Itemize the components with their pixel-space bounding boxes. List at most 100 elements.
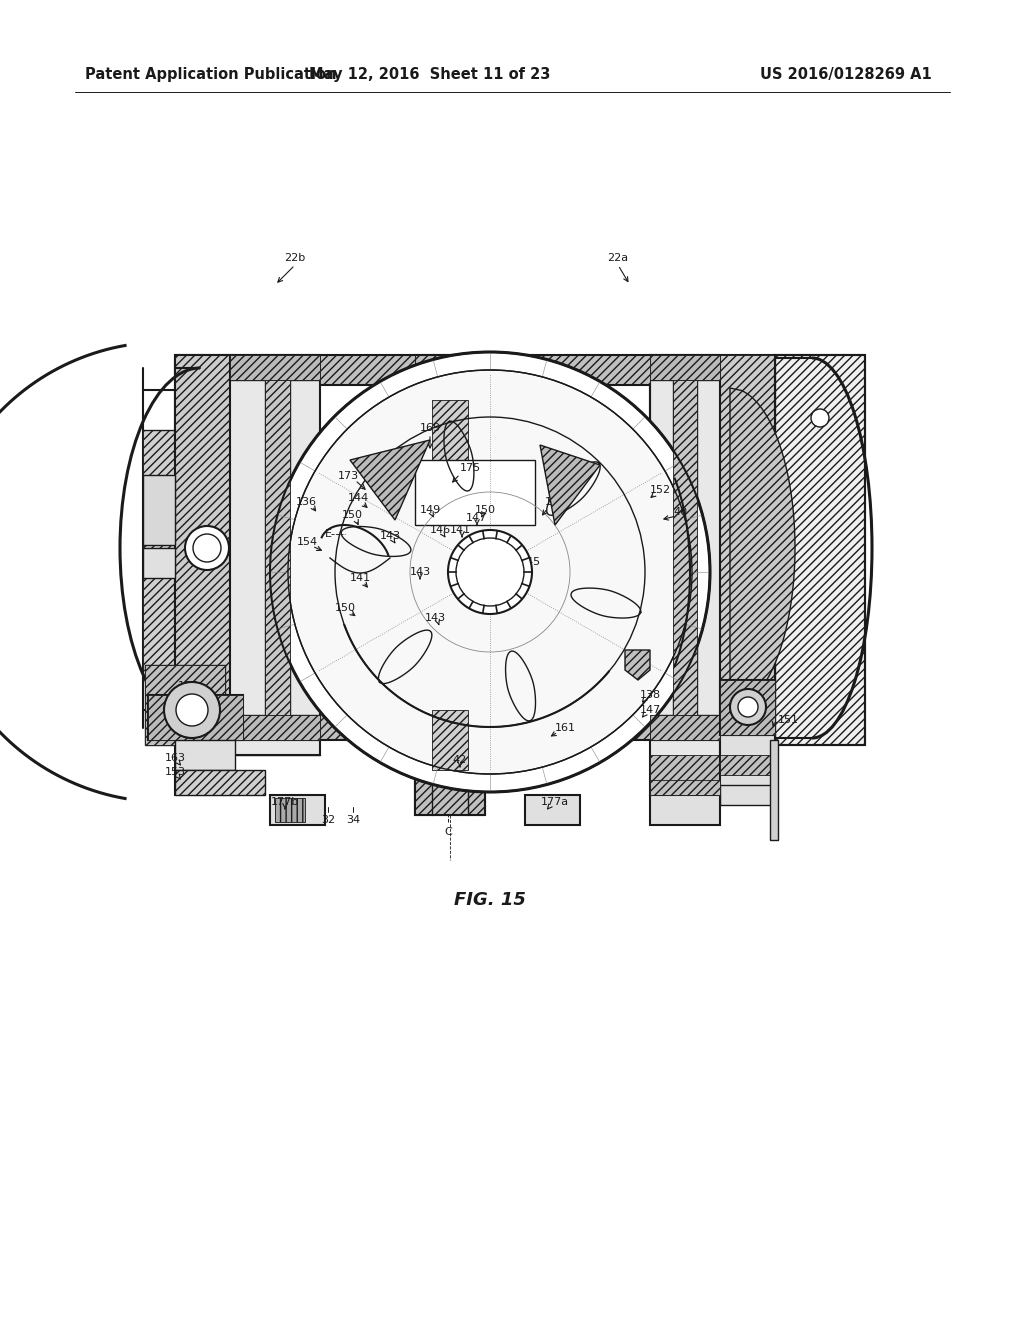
- Bar: [175, 770, 265, 795]
- Bar: [720, 785, 775, 805]
- Text: 173: 173: [548, 473, 568, 483]
- Bar: [175, 355, 319, 741]
- Text: 147: 147: [639, 705, 660, 715]
- Text: 143: 143: [410, 568, 430, 577]
- Text: 141: 141: [450, 525, 471, 535]
- Text: FIG. 15: FIG. 15: [454, 891, 526, 909]
- Bar: [673, 380, 697, 715]
- Bar: [415, 459, 535, 525]
- Bar: [230, 355, 319, 380]
- Text: 161: 161: [555, 723, 575, 733]
- Bar: [230, 715, 319, 741]
- Bar: [650, 780, 720, 795]
- Text: 150: 150: [474, 506, 496, 515]
- Text: May 12, 2016  Sheet 11 of 23: May 12, 2016 Sheet 11 of 23: [309, 66, 551, 82]
- Text: 147: 147: [465, 513, 486, 523]
- Circle shape: [164, 682, 220, 738]
- Text: 153: 153: [165, 767, 185, 777]
- Text: 150: 150: [341, 510, 362, 520]
- Bar: [720, 680, 775, 735]
- Text: 42: 42: [453, 755, 467, 766]
- Bar: [775, 355, 865, 744]
- Bar: [720, 755, 775, 775]
- Circle shape: [738, 697, 758, 717]
- Bar: [175, 741, 234, 770]
- Bar: [770, 741, 778, 840]
- Polygon shape: [175, 710, 319, 795]
- Bar: [415, 355, 485, 459]
- Text: 22b: 22b: [285, 253, 305, 263]
- Circle shape: [456, 539, 524, 606]
- Circle shape: [193, 535, 221, 562]
- Text: 22a: 22a: [607, 253, 629, 263]
- Bar: [650, 355, 775, 741]
- Text: 175: 175: [460, 463, 480, 473]
- Polygon shape: [350, 440, 430, 520]
- Polygon shape: [730, 388, 795, 708]
- Circle shape: [288, 370, 692, 774]
- Text: 152: 152: [649, 484, 671, 495]
- Bar: [650, 755, 720, 795]
- Bar: [720, 355, 775, 741]
- Polygon shape: [625, 649, 650, 680]
- Text: 149: 149: [420, 506, 440, 515]
- Text: C: C: [444, 828, 452, 837]
- Text: 150: 150: [335, 603, 355, 612]
- Bar: [275, 799, 305, 822]
- Text: 144: 144: [347, 492, 369, 503]
- Text: 34: 34: [346, 814, 360, 825]
- Bar: [432, 400, 468, 459]
- Bar: [270, 795, 325, 825]
- Bar: [148, 696, 243, 741]
- Polygon shape: [650, 710, 720, 795]
- Text: 148: 148: [545, 498, 565, 507]
- Text: 154: 154: [296, 537, 317, 546]
- Bar: [720, 735, 775, 795]
- Circle shape: [449, 531, 532, 614]
- Text: 138: 138: [639, 690, 660, 700]
- Bar: [432, 710, 468, 770]
- Text: 40: 40: [673, 507, 687, 517]
- Text: 177b: 177b: [271, 797, 299, 807]
- Bar: [415, 710, 485, 814]
- Bar: [650, 715, 720, 741]
- Bar: [175, 755, 230, 795]
- Text: 138: 138: [177, 681, 199, 690]
- Circle shape: [270, 352, 710, 792]
- Circle shape: [811, 409, 829, 426]
- Text: 151: 151: [778, 715, 799, 725]
- Bar: [319, 355, 415, 385]
- Bar: [650, 795, 720, 825]
- Bar: [143, 475, 175, 545]
- Bar: [175, 355, 230, 741]
- Text: 32: 32: [321, 814, 335, 825]
- Text: US 2016/0128269 A1: US 2016/0128269 A1: [760, 66, 932, 82]
- Text: 143: 143: [424, 612, 445, 623]
- Bar: [485, 710, 650, 741]
- Text: 163: 163: [165, 752, 185, 763]
- Bar: [775, 355, 865, 744]
- Bar: [265, 380, 290, 715]
- Text: 141: 141: [349, 573, 371, 583]
- Circle shape: [185, 525, 229, 570]
- Text: 177a: 177a: [541, 797, 569, 807]
- Text: 147: 147: [177, 696, 199, 705]
- Bar: [525, 795, 580, 825]
- Bar: [145, 665, 225, 744]
- Bar: [650, 355, 720, 380]
- Bar: [485, 355, 650, 385]
- Bar: [145, 665, 225, 744]
- Bar: [143, 430, 175, 671]
- Bar: [319, 710, 415, 741]
- Circle shape: [176, 694, 208, 726]
- Text: 145: 145: [519, 557, 541, 568]
- Bar: [415, 355, 485, 459]
- Text: 169: 169: [420, 422, 440, 433]
- Text: Patent Application Publication: Patent Application Publication: [85, 66, 337, 82]
- Bar: [415, 710, 485, 814]
- Polygon shape: [540, 445, 600, 525]
- Text: 143: 143: [380, 531, 400, 541]
- Text: 173: 173: [338, 471, 358, 480]
- Text: 136: 136: [296, 498, 316, 507]
- Text: E: E: [325, 529, 332, 539]
